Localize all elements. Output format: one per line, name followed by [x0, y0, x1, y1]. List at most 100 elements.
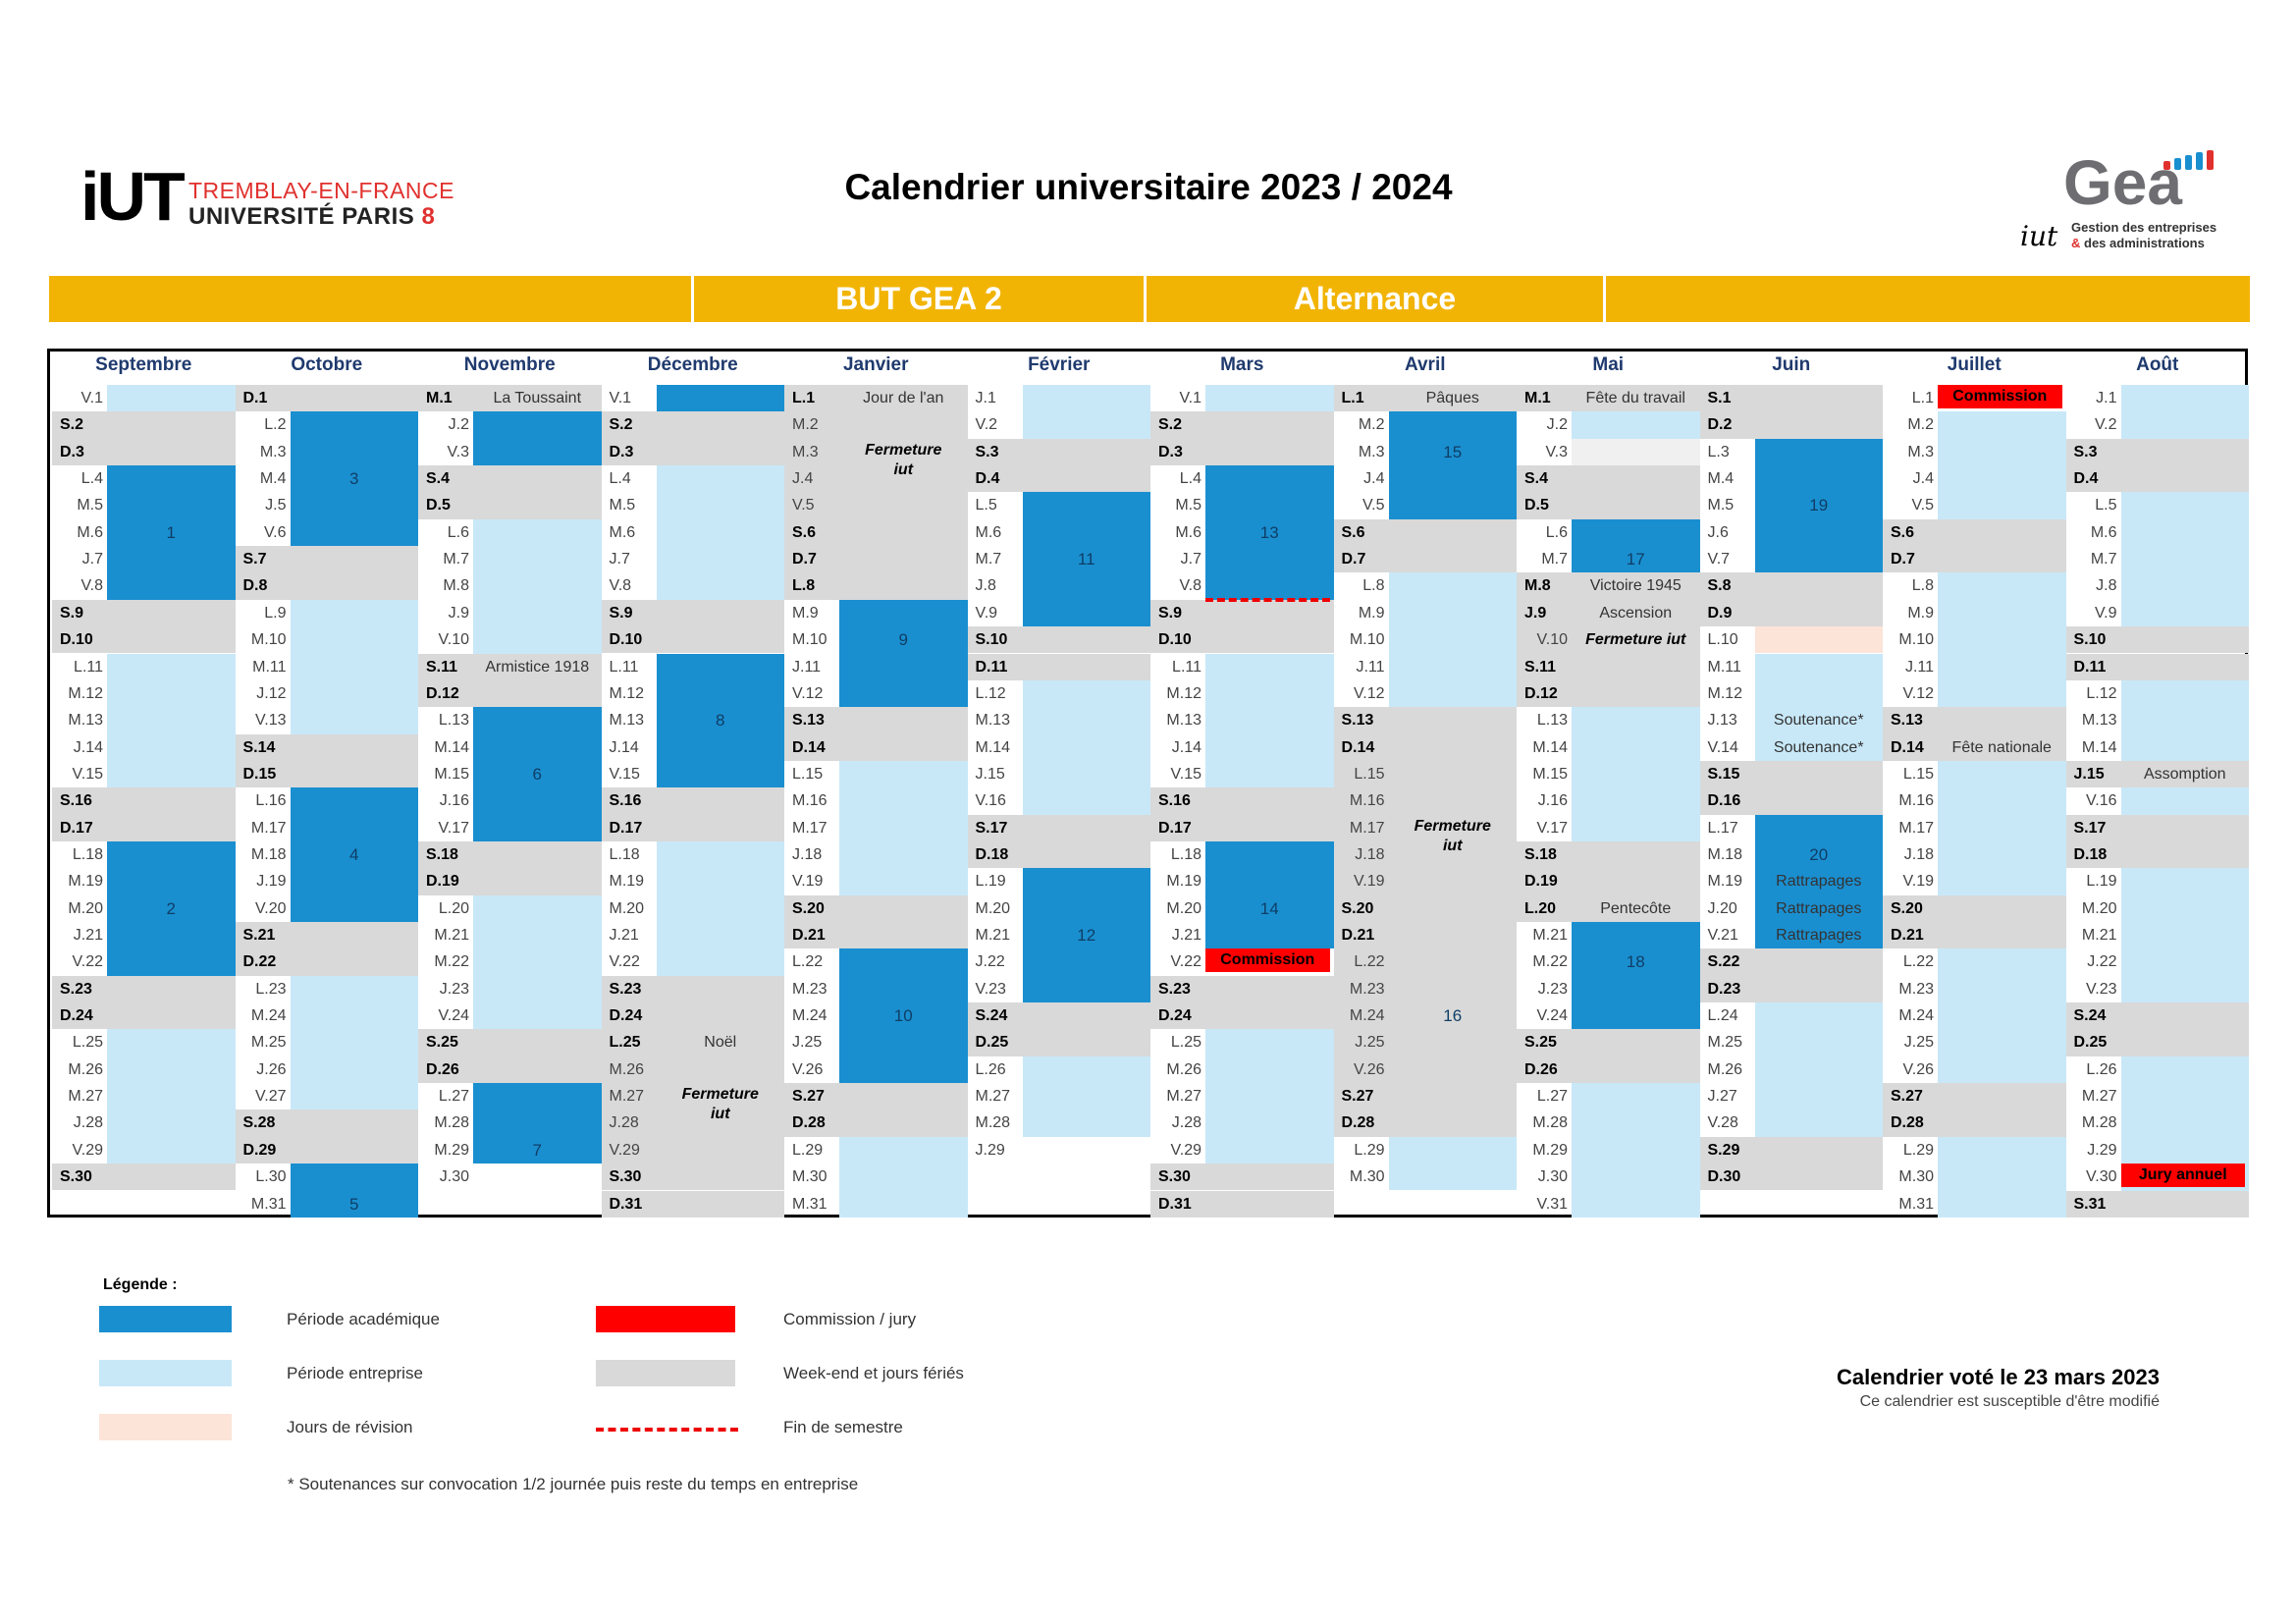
- day-label: S.17: [2073, 819, 2107, 837]
- day-label: S.24: [2073, 1007, 2107, 1025]
- month-header: Août: [2136, 354, 2179, 375]
- day-label: M.7: [443, 551, 469, 568]
- weekend-holiday-block: [1150, 626, 1334, 654]
- academic-period-block: [290, 1164, 418, 1218]
- weekend-holiday-block: [52, 1002, 236, 1030]
- day-label: L.2: [264, 416, 287, 434]
- day-label: V.10: [1536, 631, 1568, 649]
- weekend-holiday-block: [1150, 1190, 1334, 1218]
- day-label: V.22: [609, 953, 640, 971]
- academic-period-block: [656, 385, 784, 412]
- day-label: L.8: [1362, 577, 1385, 595]
- day-annotation: Noël: [704, 1034, 737, 1052]
- day-label: S.15: [1707, 765, 1740, 783]
- enterprise-period-block: [1938, 948, 2066, 1084]
- day-label: M.22: [434, 953, 469, 971]
- weekend-holiday-block: [235, 733, 418, 761]
- day-label: M.6: [975, 523, 1002, 541]
- day-annotation: Soutenance*: [1773, 738, 1864, 756]
- legend-weekend-label: Week-end et jours fériés: [783, 1364, 964, 1382]
- day-label: L.1: [792, 390, 816, 406]
- closure-label-line1: Fermeture: [681, 1086, 759, 1104]
- day-label: J.11: [1904, 658, 1934, 676]
- enterprise-period-block: [2120, 385, 2249, 439]
- day-label: J.26: [256, 1060, 287, 1078]
- day-label: M.10: [792, 631, 828, 649]
- month-divider: [1700, 381, 1701, 1216]
- day-label: M.15: [1532, 765, 1568, 783]
- weekend-holiday-block: [967, 840, 1150, 869]
- day-label: V.19: [1354, 873, 1385, 891]
- gea-logo-amp: &: [2071, 236, 2081, 250]
- legend-academic-swatch: [99, 1306, 232, 1332]
- academic-period-block: [107, 465, 236, 600]
- day-label: M.26: [609, 1060, 645, 1078]
- day-label: M.24: [1349, 1007, 1385, 1025]
- month-divider: [236, 381, 237, 1216]
- day-label: V.16: [975, 792, 1006, 810]
- day-label: J.14: [73, 738, 103, 756]
- day-label: M.29: [1532, 1141, 1568, 1159]
- day-label: D.11: [2073, 658, 2107, 676]
- day-label: S.17: [975, 819, 1008, 837]
- day-label: M.19: [68, 873, 103, 891]
- weekend-holiday-block: [2065, 1029, 2249, 1056]
- week-number: 3: [349, 469, 359, 489]
- day-label: S.10: [975, 631, 1008, 649]
- weekend-holiday-block: [1699, 411, 1883, 439]
- academic-period-block: [1754, 814, 1883, 949]
- gea-logo-iut: iut: [2020, 220, 2058, 252]
- day-label: L.19: [975, 873, 1006, 891]
- day-label: V.12: [792, 684, 824, 702]
- day-label: D.10: [609, 631, 643, 649]
- day-label: V.3: [1545, 443, 1568, 460]
- weekend-holiday-block: [1883, 733, 2066, 761]
- weekend-holiday-block: [1517, 626, 1700, 708]
- day-label: M.24: [250, 1007, 287, 1025]
- day-label: V.12: [1354, 684, 1385, 702]
- day-label: M.13: [2081, 712, 2117, 730]
- weekend-holiday-block: [52, 411, 236, 439]
- day-label: M.19: [1166, 873, 1201, 891]
- gea-logo-word: Gea: [2063, 147, 2182, 218]
- weekend-holiday-block: [2065, 1190, 2249, 1218]
- day-label: S.28: [242, 1114, 276, 1132]
- day-label: D.28: [1891, 1114, 1924, 1132]
- weekend-holiday-block: [1517, 492, 1700, 519]
- weekend-holiday-block: [52, 975, 236, 1003]
- day-label: V.8: [1179, 577, 1201, 595]
- month-header: Juin: [1772, 354, 1811, 375]
- iut-logo: iUT TREMBLAY-EN-FRANCE UNIVERSITÉ PARIS …: [79, 160, 471, 239]
- day-label: S.3: [975, 443, 999, 460]
- legend-commission-swatch: [596, 1306, 735, 1332]
- weekend-holiday-block: [1883, 1110, 2066, 1137]
- academic-period-block: [1388, 411, 1517, 519]
- day-label: S.18: [426, 845, 458, 863]
- day-label: S.29: [1707, 1141, 1740, 1159]
- day-label: L.25: [609, 1034, 641, 1052]
- weekend-holiday-block: [1150, 1164, 1334, 1191]
- legend-revision-swatch: [99, 1414, 232, 1440]
- week-number: 10: [893, 1006, 913, 1026]
- month-divider: [2066, 381, 2067, 1216]
- week-number: 14: [1259, 898, 1279, 918]
- weekend-holiday-block: [52, 599, 236, 627]
- day-label: S.16: [609, 792, 642, 810]
- iut-logo-mark: iUT: [80, 158, 186, 235]
- day-label: S.27: [1341, 1088, 1374, 1106]
- day-label: L.24: [1707, 1007, 1738, 1025]
- day-label: S.16: [1158, 792, 1191, 810]
- day-label: D.17: [60, 819, 93, 837]
- day-label: S.14: [242, 738, 276, 756]
- day-label: J.8: [2096, 577, 2117, 595]
- day-label: M.3: [792, 443, 819, 460]
- day-label: J.30: [1537, 1168, 1568, 1186]
- day-label: D.14: [1341, 738, 1375, 756]
- enterprise-period-block: [1022, 1056, 1150, 1137]
- logo-university: UNIVERSITÉ PARIS 8: [188, 203, 435, 231]
- day-label: D.28: [1341, 1114, 1375, 1132]
- month-header: Janvier: [842, 354, 909, 375]
- logo-university-number: 8: [421, 203, 436, 230]
- day-label: V.24: [1536, 1007, 1568, 1025]
- day-label: J.29: [975, 1141, 1005, 1159]
